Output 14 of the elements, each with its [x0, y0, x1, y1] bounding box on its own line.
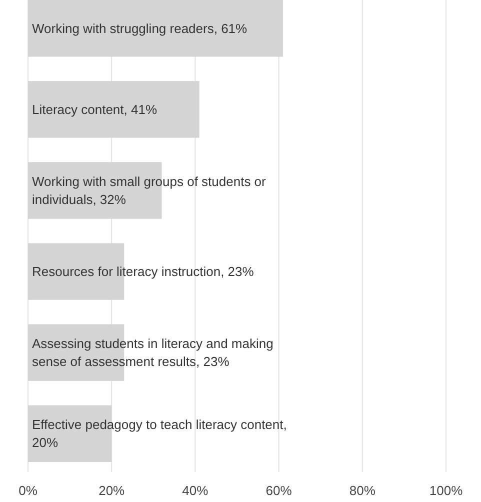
data-label: Assessing students in literacy and making sense of assessment results, 23%: [32, 336, 274, 370]
x-tick-label: 0%: [18, 483, 38, 498]
x-tick-label: 100%: [429, 483, 464, 498]
bar: [28, 81, 200, 138]
x-tick-label: 80%: [349, 483, 376, 498]
x-tick-label: 60%: [266, 483, 292, 498]
data-label: Working with small groups of students or individuals, 32%: [32, 174, 267, 207]
data-label: Effective pedagogy to teach literacy content, 20%: [32, 417, 287, 450]
bar: [28, 0, 283, 57]
data-label: Resources for literacy instruction, 23%: [32, 264, 254, 280]
data-label: Working with struggling readers, 61%: [32, 20, 248, 36]
data-label: Literacy content, 41%: [32, 102, 158, 117]
x-tick-label: 20%: [98, 483, 126, 498]
x-tick-label: 40%: [182, 483, 209, 498]
